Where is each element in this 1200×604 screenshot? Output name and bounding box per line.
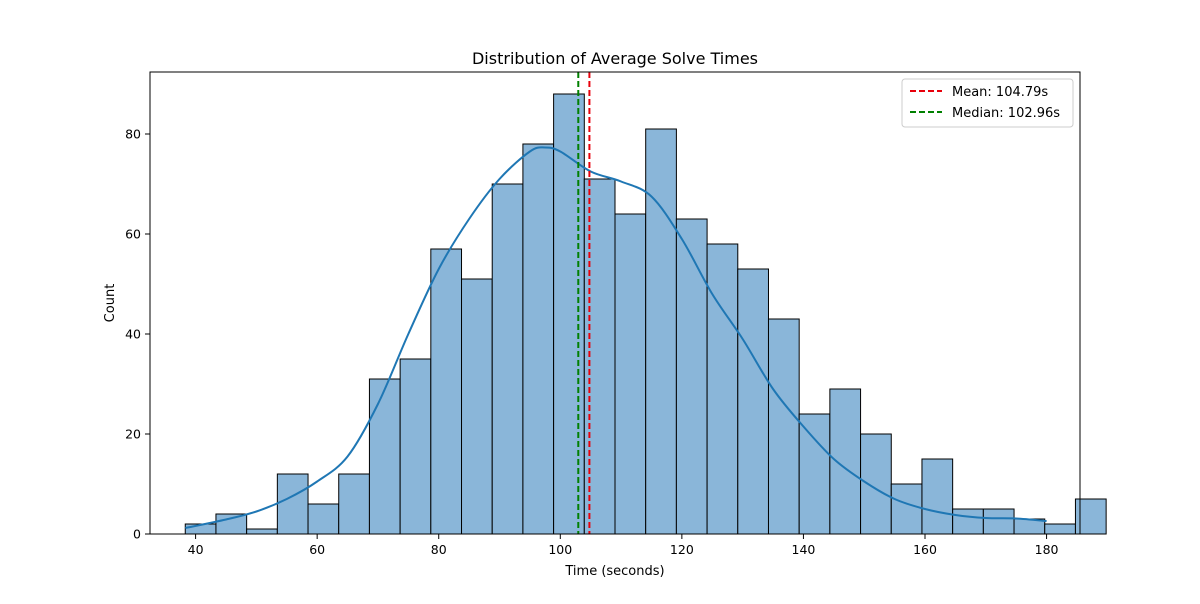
x-tick-label: 80 (431, 542, 447, 557)
histogram-bar (952, 508, 984, 535)
x-axis-label: Time (seconds) (564, 564, 664, 579)
histogram-bar (675, 218, 708, 535)
x-tick-label: 120 (670, 542, 694, 557)
histogram-bar (614, 213, 647, 535)
legend: Mean: 104.79s Median: 102.96s (901, 78, 1074, 128)
y-tick-label: 20 (125, 427, 141, 442)
histogram-bar (1044, 523, 1076, 535)
x-axis-ticks: 40 60 80 100 120 140 160 180 (188, 534, 1059, 557)
histogram-bar (491, 183, 524, 535)
legend-mean-label: Mean: 104.79s (952, 85, 1048, 100)
histogram-bar (645, 128, 677, 535)
histogram-bar (461, 278, 493, 535)
y-tick-label: 80 (125, 127, 141, 142)
kde-group (185, 146, 1047, 529)
kde-line (185, 146, 1047, 529)
legend-median-label: Median: 102.96s (952, 106, 1060, 121)
legend-box (901, 78, 1074, 128)
chart-title: Distribution of Average Solve Times (472, 49, 758, 68)
histogram-bar (522, 143, 555, 535)
histogram-bar (430, 248, 463, 535)
histogram-bar (829, 388, 862, 535)
histogram-bar (982, 508, 1015, 535)
histogram-bar (399, 358, 432, 535)
histogram-bar (368, 378, 401, 535)
histogram-bar (921, 458, 954, 535)
histogram-bar (338, 473, 370, 535)
plot-frame (149, 71, 1081, 535)
x-tick-label: 180 (1035, 542, 1059, 557)
x-tick-label: 100 (548, 542, 572, 557)
histogram-bar (767, 318, 800, 535)
histogram-bar (737, 268, 769, 535)
x-tick-label: 40 (188, 542, 204, 557)
x-tick-label: 140 (792, 542, 816, 557)
histogram-bar (798, 413, 831, 535)
y-tick-label: 60 (125, 227, 141, 242)
histogram-bar (860, 433, 892, 535)
x-tick-label: 160 (913, 542, 937, 557)
histogram-bar (215, 513, 248, 535)
bars-group (184, 93, 1107, 535)
y-tick-label: 0 (133, 527, 141, 542)
histogram-bar (706, 243, 739, 535)
histogram-bar (276, 473, 309, 535)
y-tick-label: 40 (125, 327, 141, 342)
y-axis-ticks: 0 20 40 60 80 (125, 127, 150, 542)
histogram-bar (1074, 498, 1107, 535)
histogram-bar (890, 483, 923, 535)
x-tick-label: 60 (309, 542, 325, 557)
reference-lines-group (577, 72, 591, 534)
y-axis-label: Count (103, 284, 118, 323)
histogram-bar (246, 528, 278, 535)
histogram-bar (307, 503, 340, 535)
histogram-bar (553, 93, 585, 535)
